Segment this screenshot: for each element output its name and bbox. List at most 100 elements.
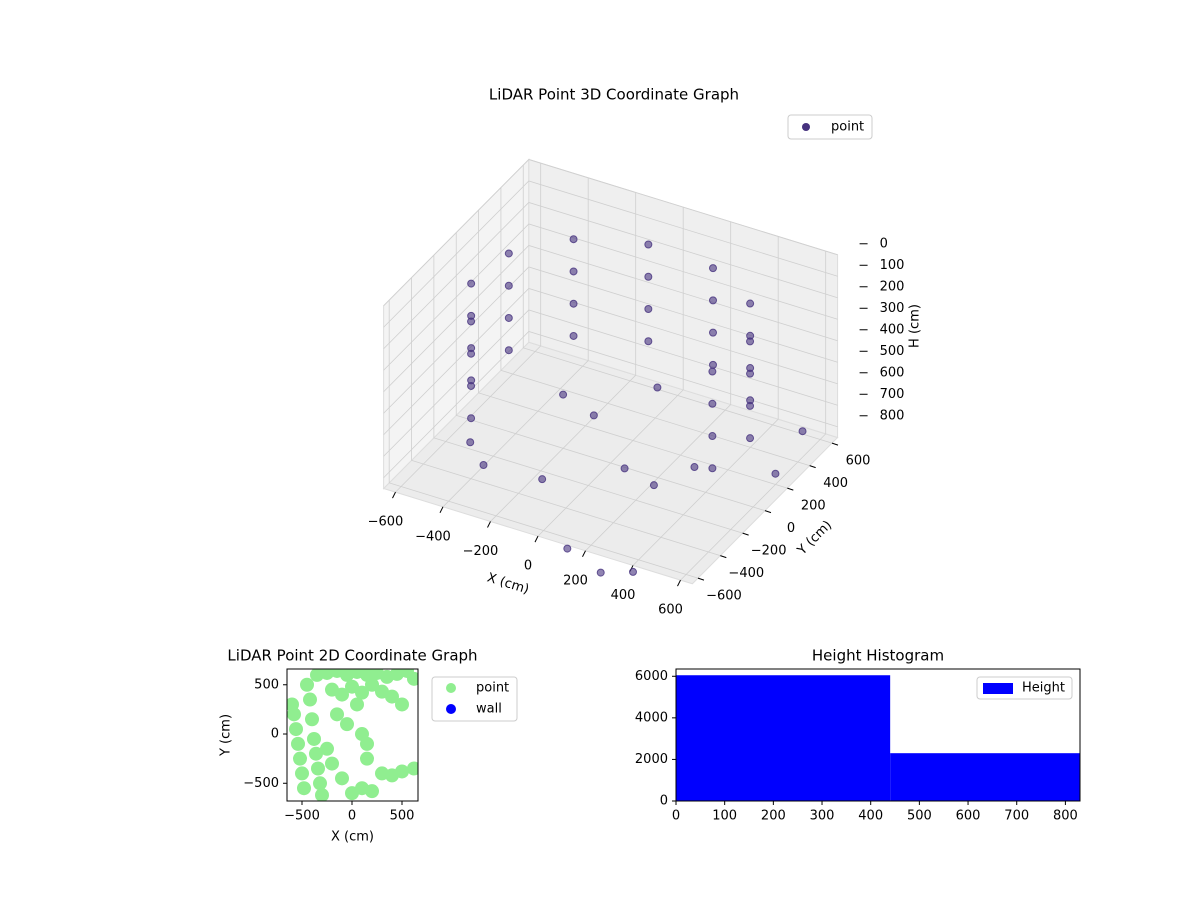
x-tick-label: −200 [463, 544, 499, 559]
grid-line [411, 277, 721, 557]
grid-line [500, 187, 810, 467]
x-tick-label: 200 [761, 809, 786, 824]
point [708, 328, 717, 337]
point [293, 751, 307, 766]
grid-line [490, 192, 637, 522]
point [360, 736, 374, 751]
z-tick-label: 800 [880, 408, 905, 423]
grid-line [632, 236, 779, 566]
point [320, 741, 334, 756]
x-axis-label: X (cm) [331, 830, 374, 845]
point [620, 464, 629, 473]
x-tick-label: 0 [524, 559, 532, 574]
point [467, 414, 476, 423]
grid-line [522, 165, 833, 444]
x-tick-label: 400 [858, 809, 883, 824]
points-layer [287, 669, 418, 801]
x-tick-label: 700 [1004, 809, 1029, 824]
grid-line [680, 251, 827, 581]
point [798, 427, 807, 436]
x-tick-label: −600 [368, 515, 404, 530]
z-tick-label: 100 [880, 258, 905, 273]
point [746, 364, 755, 373]
x-tick-label: −500 [284, 809, 320, 824]
y-tick-label: −200 [751, 544, 787, 559]
point [690, 463, 699, 472]
x-tick-label: 800 [1053, 809, 1078, 824]
point [295, 766, 309, 781]
point [559, 390, 568, 399]
z-tick-label: 200 [880, 279, 905, 294]
point [311, 761, 325, 776]
point [467, 317, 476, 326]
point [708, 296, 717, 305]
point [644, 240, 653, 249]
y-tick-label: 400 [823, 476, 848, 491]
point [467, 381, 476, 390]
y-tick-label: 4000 [635, 710, 668, 725]
legend-marker [446, 704, 456, 714]
point [335, 771, 349, 786]
point [628, 567, 637, 576]
point [291, 736, 305, 751]
y-tick-label: 200 [801, 499, 826, 514]
y-tick-label: −600 [706, 589, 742, 604]
grid-line [383, 331, 838, 479]
x-tick-label: 200 [563, 573, 588, 588]
point [538, 475, 547, 484]
y-tick-label: 600 [846, 454, 871, 469]
point [300, 677, 314, 692]
grid-line [433, 255, 743, 534]
point [467, 279, 476, 288]
point [589, 411, 598, 420]
point [563, 544, 572, 553]
point [708, 464, 717, 473]
y-tick [831, 442, 839, 446]
grid-line [383, 180, 838, 328]
grid-line [383, 288, 838, 436]
chart-title: LiDAR Point 2D Coordinate Graph [227, 647, 477, 665]
x-tick-label: 300 [810, 809, 835, 824]
point [708, 432, 717, 441]
bar [890, 753, 1080, 801]
x-tick-label: 500 [390, 809, 415, 824]
grid-line [383, 223, 838, 371]
point [307, 731, 321, 746]
grid-line [383, 245, 838, 393]
point [287, 707, 301, 722]
x-tick [582, 550, 586, 558]
point [365, 677, 379, 692]
point [330, 707, 344, 722]
x-tick-label: 600 [956, 809, 981, 824]
point [649, 481, 658, 490]
z-tick-label: 500 [880, 344, 905, 359]
point [467, 349, 476, 358]
bar [676, 675, 891, 801]
legend-label: point [831, 120, 864, 135]
x-tick [439, 506, 444, 514]
chart-title: Height Histogram [812, 647, 944, 665]
z-tick-label: 400 [880, 322, 905, 337]
point [504, 281, 513, 290]
chart-title: LiDAR Point 3D Coordinate Graph [489, 86, 739, 104]
point [315, 788, 329, 801]
grid-line [383, 202, 838, 350]
legend-marker [446, 683, 456, 693]
y-tick-label: 0 [271, 727, 279, 742]
point [335, 687, 349, 702]
point [303, 692, 317, 707]
legend-label: wall [476, 702, 502, 717]
y-tick-label: 2000 [635, 752, 668, 767]
y-tick-label: 500 [254, 677, 279, 692]
legend-label: Height [1022, 681, 1065, 696]
point [708, 399, 717, 408]
y-axis-label: Y (cm) [219, 714, 234, 757]
y-tick-label: 0 [660, 794, 668, 809]
z-axis-label: H (cm) [908, 304, 923, 348]
grid-line [383, 309, 838, 457]
point [365, 784, 379, 799]
x-tick-label: 500 [907, 809, 932, 824]
grid-line [442, 177, 589, 508]
point [297, 781, 311, 796]
x-tick-label: 0 [672, 809, 680, 824]
